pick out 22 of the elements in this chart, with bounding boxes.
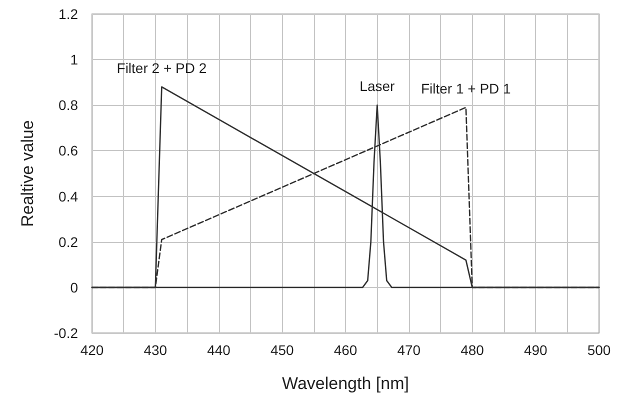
- y-tick-label: 1.2: [58, 6, 78, 22]
- x-tick-label: 470: [397, 342, 421, 358]
- x-tick-label: 490: [524, 342, 548, 358]
- series-label: Filter 2 + PD 2: [116, 60, 207, 76]
- x-tick-label: 480: [460, 342, 484, 358]
- y-tick-label: -0.2: [54, 325, 78, 341]
- x-axis-title: Wavelength [nm]: [282, 374, 409, 393]
- x-tick-label: 430: [144, 342, 168, 358]
- x-tick-label: 450: [270, 342, 294, 358]
- series-label: Laser: [360, 78, 396, 94]
- y-tick-label: 0.6: [58, 142, 78, 159]
- x-tick-label: 460: [334, 342, 358, 358]
- series-label: Filter 1 + PD 1: [420, 80, 512, 96]
- x-tick-label: 500: [587, 342, 611, 358]
- x-tick-label: 420: [80, 342, 104, 358]
- y-tick-label: 0: [70, 279, 78, 296]
- x-tick-label: 440: [207, 342, 231, 358]
- y-tick-label: 0.2: [58, 234, 78, 250]
- y-tick-label: 1: [70, 52, 78, 68]
- y-tick-label: 0.4: [58, 188, 78, 204]
- y-axis-title: Realtive value: [18, 120, 37, 227]
- y-tick-label: 0.8: [58, 97, 78, 114]
